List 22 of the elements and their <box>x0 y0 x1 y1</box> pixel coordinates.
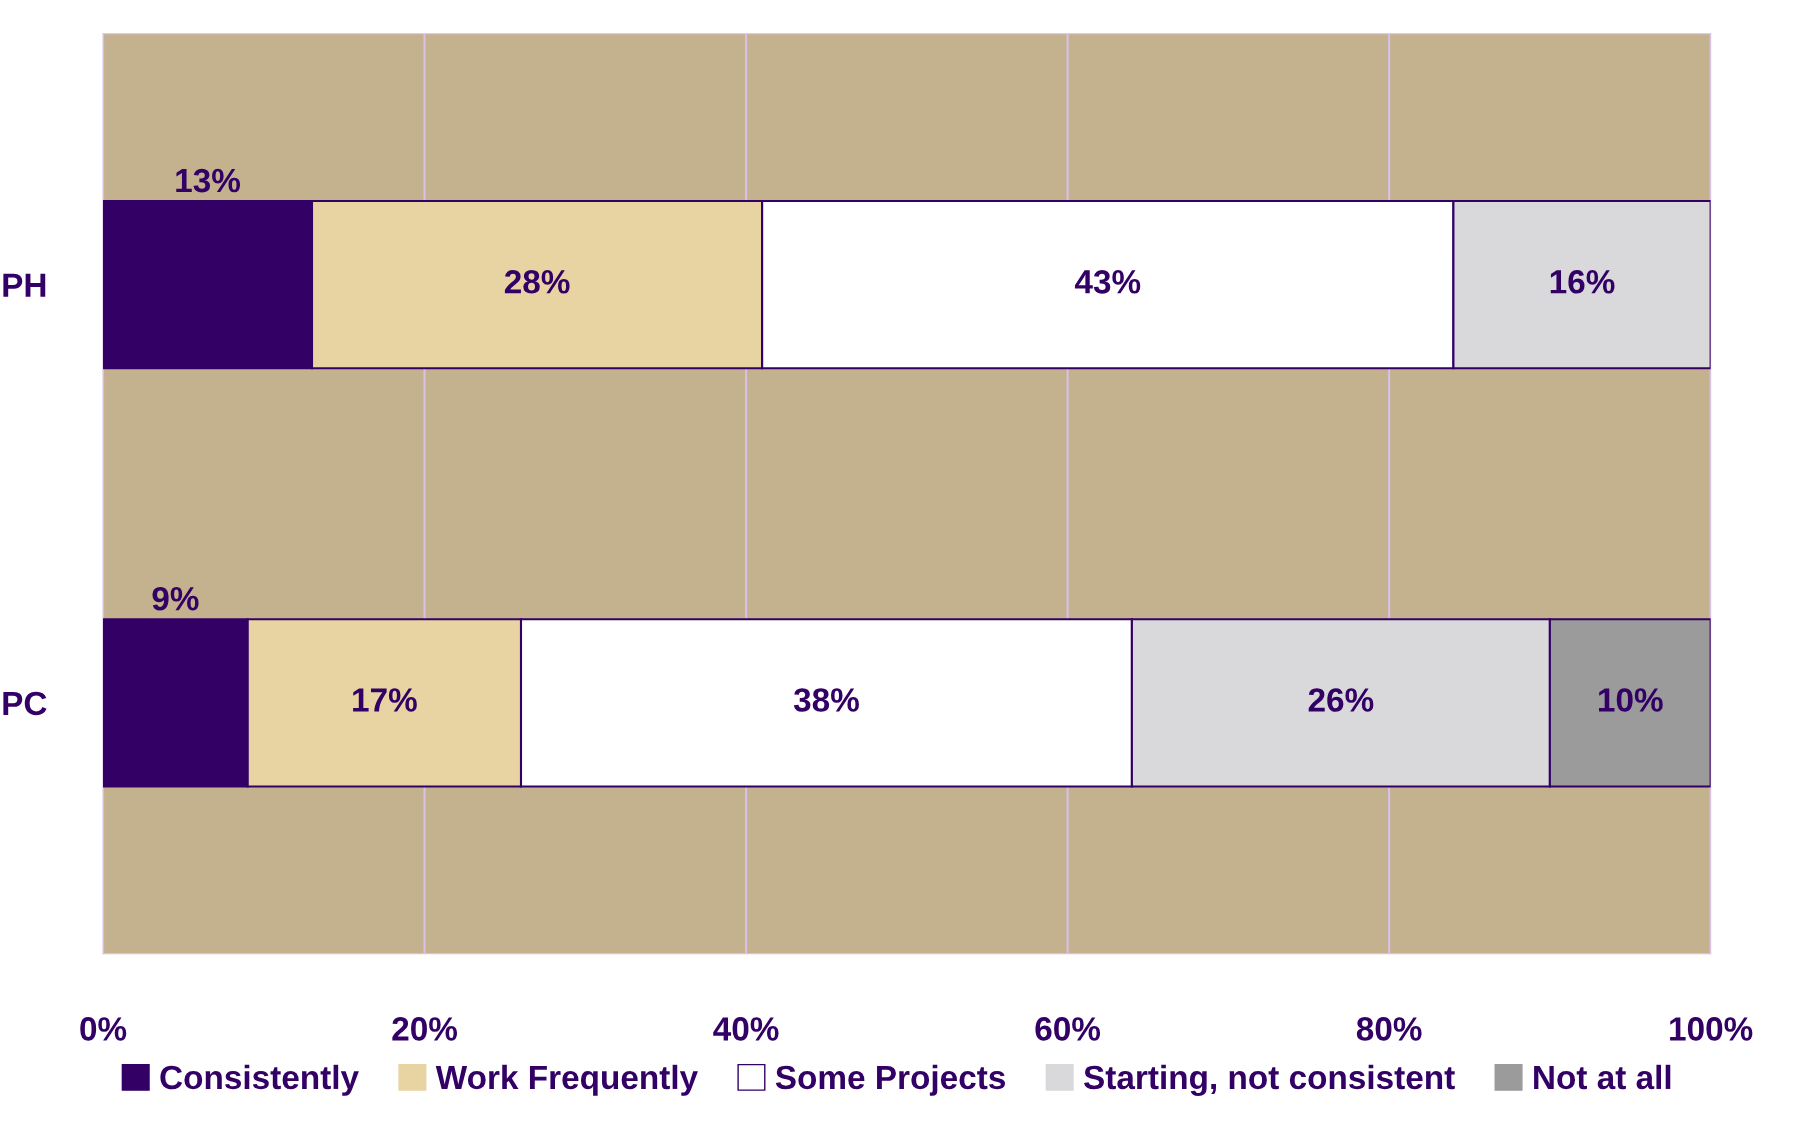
legend-label: Work Frequently <box>435 1064 698 1096</box>
data-label: 28% <box>504 270 570 294</box>
x-tick-label: 20% <box>392 1017 458 1041</box>
data-label: 17% <box>353 688 417 712</box>
legend-label: Not at all <box>1534 1064 1671 1090</box>
x-tick-label: 40% <box>713 1017 779 1041</box>
x-tick-label: 60% <box>1035 1017 1101 1041</box>
y-tick-label: PH <box>3 273 46 297</box>
data-label: 13% <box>176 168 241 193</box>
data-label: 38% <box>793 688 859 712</box>
x-tick-label: 80% <box>1356 1017 1422 1041</box>
data-label: 9% <box>152 586 199 611</box>
data-label: 16% <box>1550 270 1615 294</box>
legend-label: Consistently <box>160 1064 359 1096</box>
data-label: 43% <box>1074 270 1141 294</box>
legend-label: Some Projects <box>775 1064 1005 1096</box>
data-label: 10% <box>1599 688 1663 712</box>
data-label: 26% <box>1308 688 1374 712</box>
y-tick-label: PC <box>3 691 47 716</box>
legend-label: Starting, not consistent <box>1083 1064 1455 1096</box>
x-tick-label: 0% <box>80 1017 127 1041</box>
x-tick-label: 100% <box>1670 1017 1753 1041</box>
